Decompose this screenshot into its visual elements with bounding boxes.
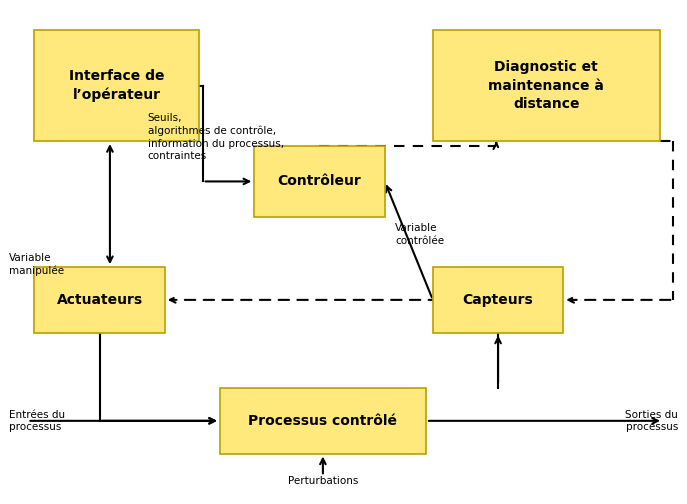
- Text: Entrées du
processus: Entrées du processus: [9, 410, 65, 432]
- FancyBboxPatch shape: [254, 146, 385, 217]
- Text: Capteurs: Capteurs: [463, 293, 533, 307]
- Text: Variable
contrôlée: Variable contrôlée: [395, 223, 444, 245]
- Text: Processus contrôlé: Processus contrôlé: [249, 414, 397, 428]
- FancyBboxPatch shape: [433, 30, 660, 141]
- Text: Contrôleur: Contrôleur: [278, 174, 361, 188]
- FancyBboxPatch shape: [34, 30, 199, 141]
- Text: Actuateurs: Actuateurs: [56, 293, 143, 307]
- FancyBboxPatch shape: [433, 267, 563, 333]
- Text: Diagnostic et
maintenance à
distance: Diagnostic et maintenance à distance: [488, 60, 604, 111]
- Text: Sorties du
processus: Sorties du processus: [625, 410, 678, 432]
- Text: Variable
manipulée: Variable manipulée: [9, 253, 64, 276]
- FancyBboxPatch shape: [220, 388, 426, 454]
- Text: Perturbations: Perturbations: [288, 476, 358, 486]
- Text: Interface de
l’opérateur: Interface de l’opérateur: [69, 69, 165, 102]
- FancyBboxPatch shape: [34, 267, 165, 333]
- Text: Seuils,
algorithmes de contrôle,
information du processus,
contraintes: Seuils, algorithmes de contrôle, informa…: [148, 113, 284, 161]
